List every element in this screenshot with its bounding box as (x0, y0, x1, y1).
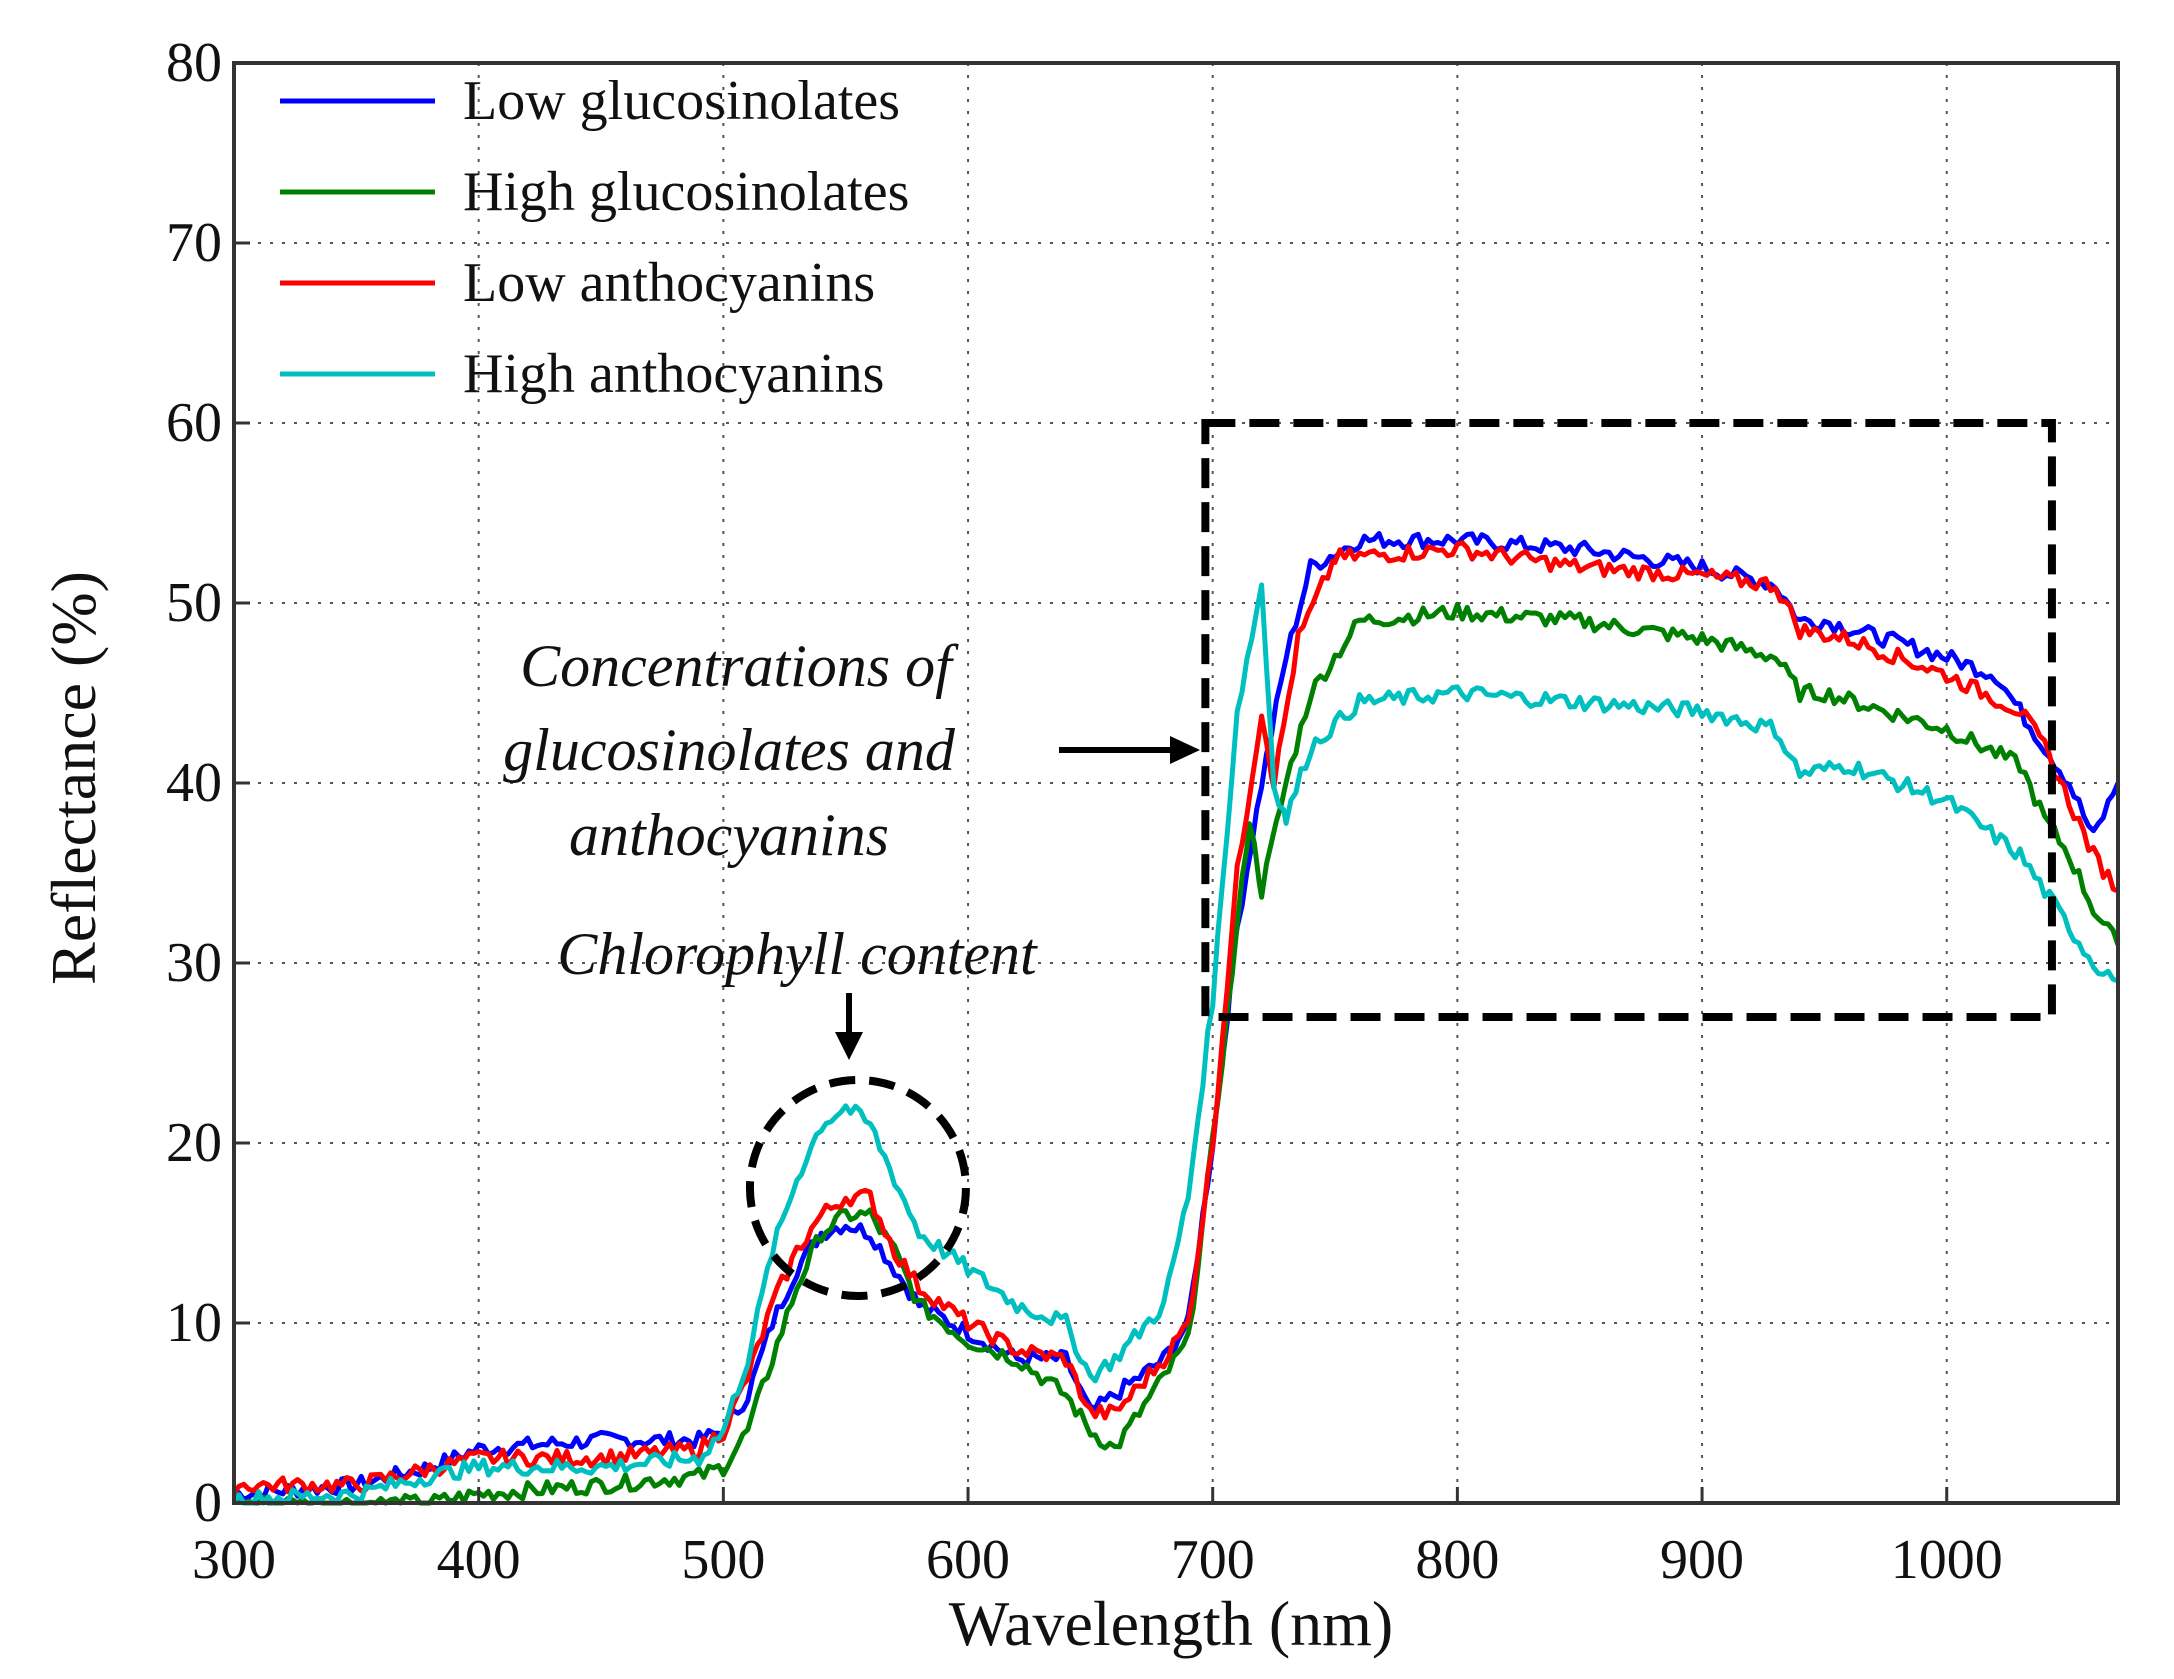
x-tick-label: 800 (1415, 1529, 1499, 1591)
arrow-to-circle (835, 993, 863, 1060)
y-tick-label: 30 (166, 932, 222, 994)
annotations: Concentrations of glucosinolates and ant… (503, 419, 2056, 1300)
y-tick-label: 50 (166, 572, 222, 634)
grid (234, 63, 2118, 1503)
legend: Low glucosinolates High glucosinolates Low… (280, 70, 909, 405)
y-tick-label: 80 (166, 32, 222, 94)
y-tick-label: 70 (166, 212, 222, 274)
annotation-circle-label: Chlorophyll content (557, 921, 1038, 987)
legend-label: Low anthocyanins (463, 252, 875, 314)
y-tick-label: 40 (166, 752, 222, 814)
annotation-box-label-2: glucosinolates and (503, 717, 956, 783)
x-tick-label: 400 (437, 1529, 521, 1591)
dashed-circle-annotation (745, 1076, 970, 1300)
dashed-box-annotation (1201, 419, 2056, 1021)
y-axis-label: Reflectance (%) (38, 571, 109, 985)
legend-label: Low glucosinolates (463, 70, 900, 132)
series-lines (231, 531, 2121, 1506)
x-tick-label: 1000 (1891, 1529, 2003, 1591)
x-tick-label: 300 (192, 1529, 276, 1591)
x-axis-label: Wavelength (nm) (949, 1588, 1393, 1659)
annotation-box-label-1: Concentrations of (520, 633, 959, 699)
x-tick-label: 900 (1660, 1529, 1744, 1591)
annotation-box-label-3: anthocyanins (569, 802, 889, 868)
legend-label: High anthocyanins (463, 343, 884, 405)
legend-label: High glucosinolates (463, 161, 909, 223)
series-line-high-anthocyanins (231, 582, 2119, 1506)
series-line-low-anthocyanins (231, 540, 2119, 1496)
x-tick-label: 700 (1171, 1529, 1255, 1591)
x-tick-label: 500 (681, 1529, 765, 1591)
y-tick-label: 60 (166, 392, 222, 454)
series-line-low-glucosinolates (233, 531, 2121, 1502)
x-tick-label: 600 (926, 1529, 1010, 1591)
series-line-high-glucosinolates (232, 601, 2121, 1506)
y-tick-label: 0 (194, 1472, 222, 1534)
y-tick-label: 20 (166, 1112, 222, 1174)
ticks: 300 400 500 600 700 800 900 1000 0 10 20 30 40 50 60 70… (166, 32, 2003, 1591)
y-tick-label: 10 (166, 1292, 222, 1354)
arrow-to-box (1059, 736, 1200, 764)
